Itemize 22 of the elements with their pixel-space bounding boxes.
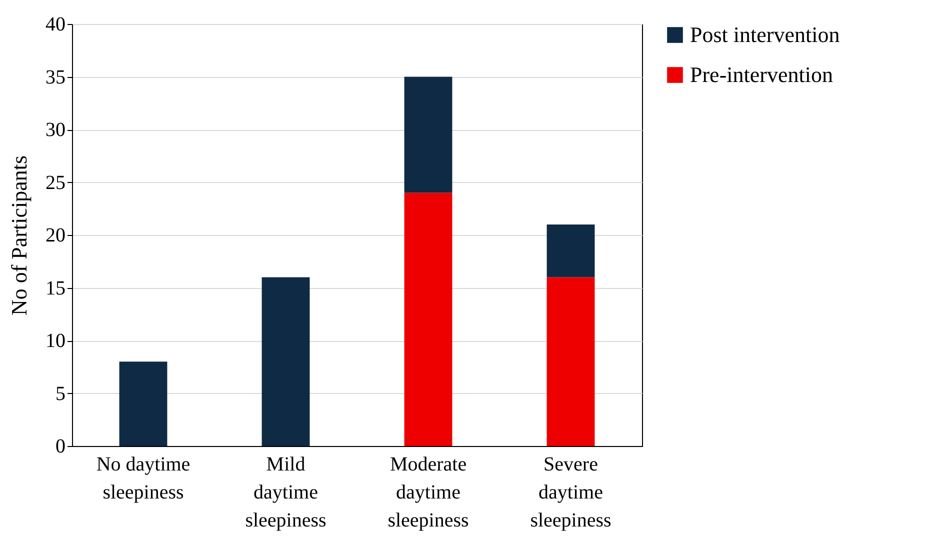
y-tick-label: 40 bbox=[46, 14, 66, 36]
x-tick-label: Severe daytime sleepiness bbox=[530, 454, 612, 532]
y-tick-label: 15 bbox=[46, 277, 66, 300]
x-tick-label: Mild daytime sleepiness bbox=[245, 454, 327, 532]
bar bbox=[404, 76, 452, 193]
bar bbox=[119, 362, 168, 446]
bar bbox=[404, 192, 452, 446]
bar bbox=[546, 224, 595, 278]
y-axis-title: No of Participants bbox=[6, 155, 32, 316]
x-tick-label: No daytime sleepiness bbox=[96, 454, 190, 504]
y-tick-label: 10 bbox=[46, 330, 66, 352]
bar bbox=[262, 277, 310, 446]
y-tick-label: 5 bbox=[56, 382, 66, 405]
y-tick-label: 30 bbox=[46, 119, 66, 141]
bar bbox=[546, 277, 595, 446]
y-tick-label: 20 bbox=[46, 224, 66, 246]
x-tick-label: Moderate daytime sleepiness bbox=[388, 454, 470, 532]
y-tick-label: 35 bbox=[46, 66, 66, 88]
legend-label: Post intervention bbox=[690, 22, 840, 47]
y-tick-label: 25 bbox=[46, 172, 66, 194]
y-tick-label: 0 bbox=[56, 436, 66, 458]
legend-label: Pre-intervention bbox=[690, 62, 833, 87]
